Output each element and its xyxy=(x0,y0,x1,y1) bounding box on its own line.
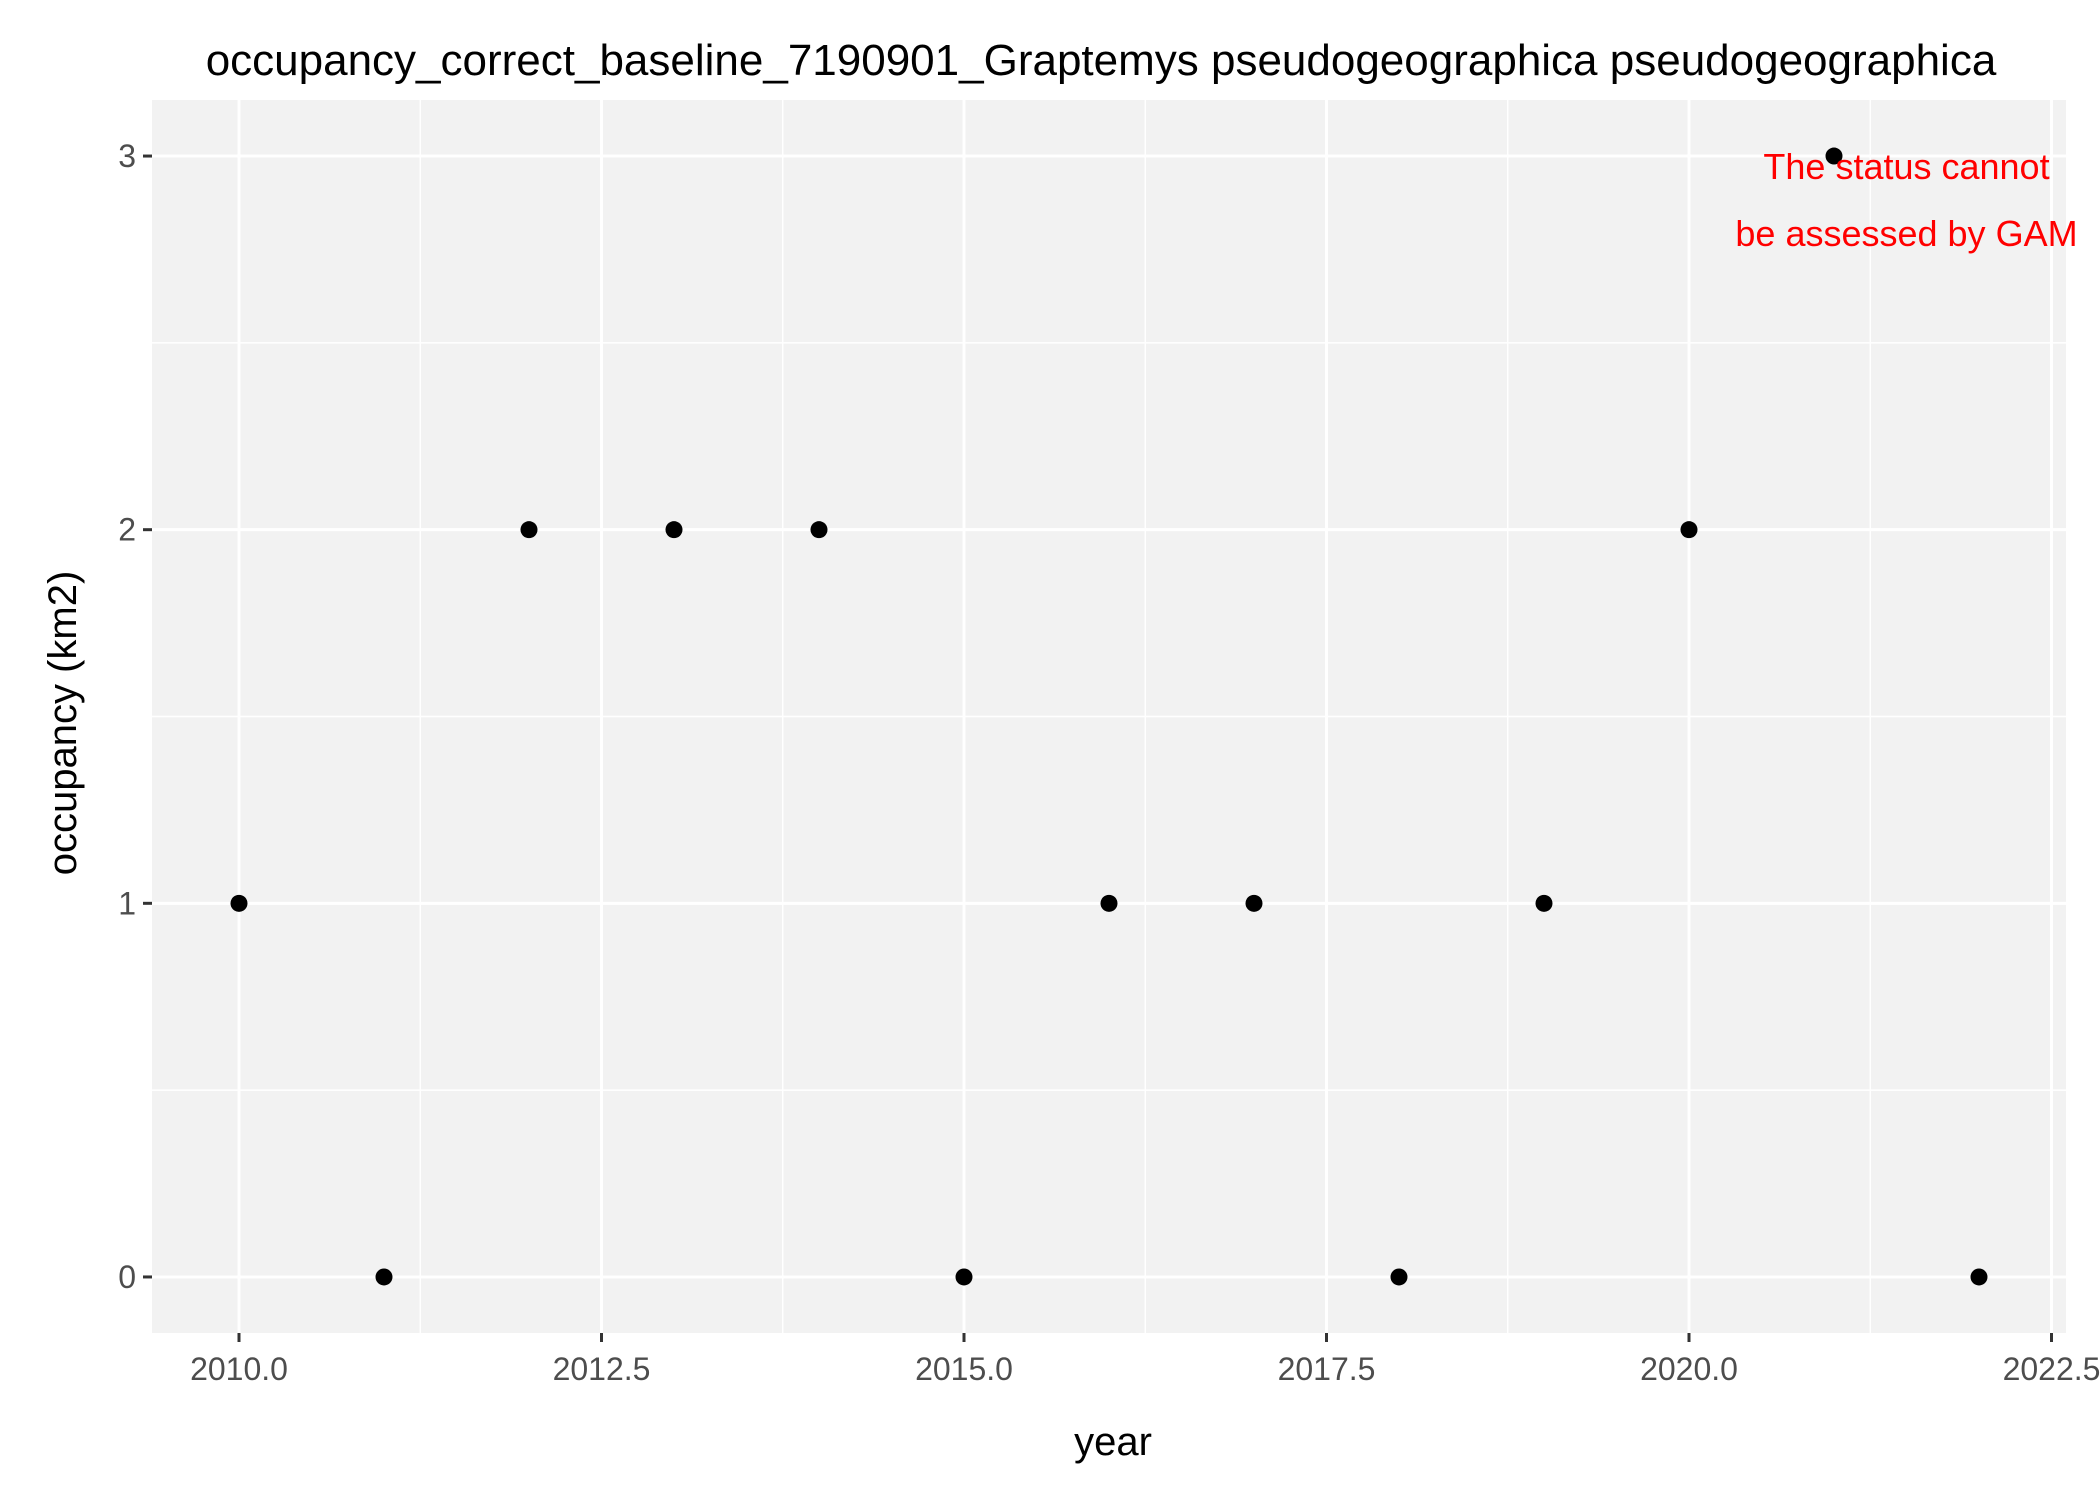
data-point xyxy=(1100,894,1118,912)
data-point xyxy=(1245,894,1263,912)
data-points xyxy=(230,147,1988,1286)
data-point xyxy=(520,521,538,539)
data-point xyxy=(1970,1268,1988,1286)
chart-annotation: The status cannot be assessed by GAM xyxy=(1735,146,2077,254)
annotation-line: be assessed by GAM xyxy=(1735,213,2077,254)
y-tick-label: 0 xyxy=(118,1259,136,1295)
data-point xyxy=(1390,1268,1408,1286)
x-tick-label: 2010.0 xyxy=(190,1351,288,1387)
x-tick-label: 2012.5 xyxy=(553,1351,651,1387)
chart-title: occupancy_correct_baseline_7190901_Grapt… xyxy=(206,36,1997,85)
data-point xyxy=(955,1268,973,1286)
y-tick-label: 2 xyxy=(118,512,136,548)
x-tick-label: 2015.0 xyxy=(915,1351,1013,1387)
data-point xyxy=(1680,521,1698,539)
minor-grid xyxy=(152,100,2066,1333)
x-tick-label: 2017.5 xyxy=(1278,1351,1376,1387)
y-tick-label: 3 xyxy=(118,138,136,174)
major-grid xyxy=(152,100,2066,1333)
data-point xyxy=(1825,147,1843,165)
x-axis-label: year xyxy=(1074,1420,1152,1464)
y-axis-label: occupancy (km2) xyxy=(41,571,85,876)
data-point xyxy=(810,521,828,539)
axis-ticks xyxy=(143,154,2053,1342)
annotation-line: The status cannot xyxy=(1763,146,2049,187)
y-tick-label: 1 xyxy=(118,885,136,921)
data-point xyxy=(230,894,248,912)
data-point xyxy=(665,521,683,539)
data-point xyxy=(1535,894,1553,912)
x-tick-label: 2020.0 xyxy=(1640,1351,1738,1387)
x-tick-labels: 2010.0 2012.5 2015.0 2017.5 2020.0 2022.5 xyxy=(190,1351,2100,1387)
y-tick-labels: 0 1 2 3 xyxy=(118,138,136,1295)
data-point xyxy=(375,1268,393,1286)
x-tick-label: 2022.5 xyxy=(2003,1351,2100,1387)
